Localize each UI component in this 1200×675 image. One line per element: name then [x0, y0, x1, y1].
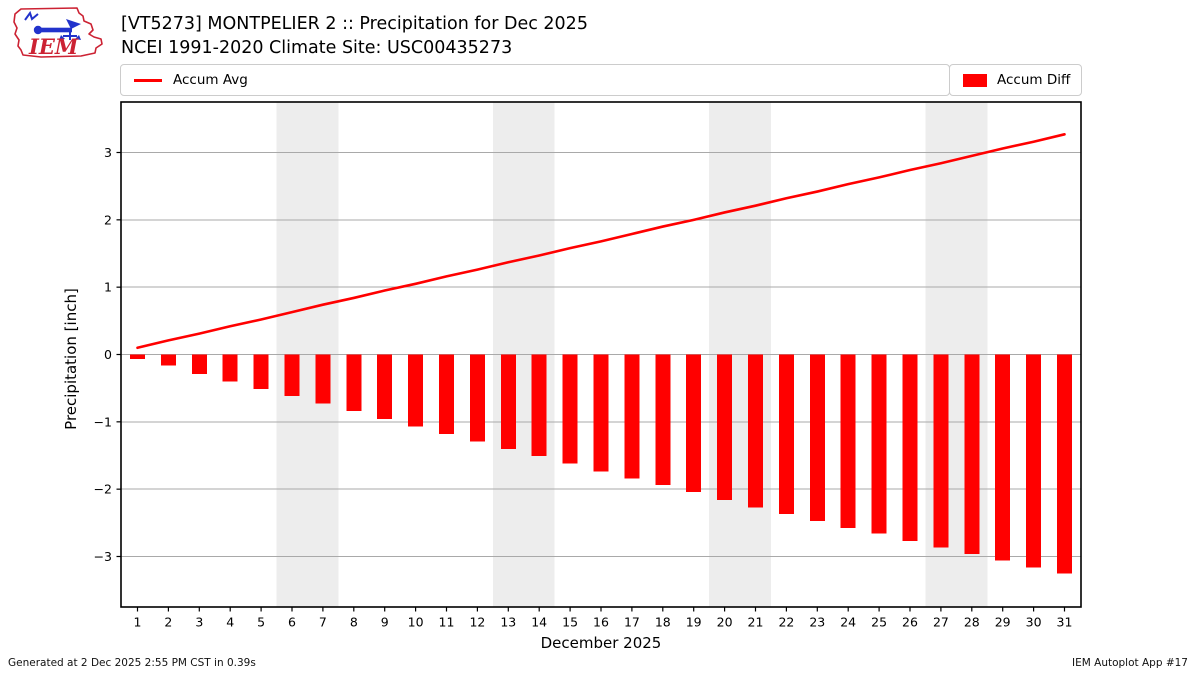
x-tick-label: 1 — [134, 615, 142, 630]
accum-diff-bar — [593, 354, 609, 472]
app-credit: IEM Autoplot App #17 — [1072, 657, 1188, 669]
accum-diff-bar — [933, 354, 949, 548]
accum-diff-bar — [562, 354, 578, 464]
x-tick-label: 17 — [624, 615, 640, 630]
x-tick-label: 22 — [778, 615, 794, 630]
y-axis-label: Precipitation [inch] — [62, 288, 80, 430]
accum-diff-bar — [469, 354, 485, 442]
x-tick-label: 15 — [562, 615, 578, 630]
accum-diff-bar — [408, 354, 424, 427]
accum-diff-bar-swatch-icon — [963, 73, 987, 87]
generated-timestamp: Generated at 2 Dec 2025 2:55 PM CST in 0… — [8, 657, 256, 669]
y-tick-label: −3 — [94, 549, 112, 564]
x-tick-label: 10 — [408, 615, 424, 630]
accum-diff-bar — [377, 354, 393, 420]
accum-diff-bar — [531, 354, 547, 457]
accum-diff-bar — [748, 354, 763, 508]
chart-title: [VT5273] MONTPELIER 2 :: Precipitation f… — [121, 12, 588, 60]
y-tick-label: −2 — [94, 482, 112, 497]
x-tick-label: 18 — [655, 615, 671, 630]
accum-diff-bar — [500, 354, 516, 449]
x-tick-label: 24 — [840, 615, 856, 630]
accum-diff-bars-group — [130, 354, 1072, 574]
y-axis-ticks-group: −3 −2 −1 0 1 2 3 — [94, 145, 121, 564]
accum-diff-bar — [191, 354, 207, 375]
x-tick-label: 29 — [995, 615, 1011, 630]
accum-diff-bar — [1057, 354, 1072, 574]
x-tick-label: 13 — [500, 615, 516, 630]
accum-diff-bar — [253, 354, 269, 389]
y-tick-label: 3 — [104, 145, 112, 160]
accum-diff-bar — [778, 354, 794, 515]
accum-diff-bar — [840, 354, 856, 529]
accum-diff-bar — [655, 354, 671, 486]
iem-logo: IEM — [13, 7, 103, 59]
x-tick-label: 8 — [350, 615, 358, 630]
accum-diff-bar — [130, 354, 145, 360]
legend-accum-avg: Accum Avg — [120, 64, 950, 96]
x-tick-label: 7 — [319, 615, 327, 630]
accum-avg-label: Accum Avg — [173, 72, 248, 88]
x-tick-label: 19 — [686, 615, 702, 630]
precipitation-chart: 1 2 3 4 5 6 7 8 9 10 11 12 13 14 15 16 17 18 19 20 21 22 23 24 2… — [62, 101, 1082, 652]
accum-diff-bar — [686, 354, 702, 492]
x-axis-ticks-group: 1 2 3 4 5 6 7 8 9 10 11 12 13 14 15 16 17 18 19 20 21 22 23 24 2… — [134, 607, 1073, 630]
accum-avg-line — [136, 133, 1066, 350]
x-tick-label: 4 — [226, 615, 234, 630]
x-tick-label: 5 — [257, 615, 265, 630]
accum-avg-line-swatch-icon — [134, 78, 162, 82]
accum-diff-bar — [964, 354, 980, 554]
accum-diff-bar — [315, 354, 331, 404]
x-tick-label: 9 — [381, 615, 389, 630]
accum-diff-bar — [995, 354, 1011, 561]
x-tick-label: 6 — [288, 615, 296, 630]
x-tick-label: 23 — [809, 615, 825, 630]
x-tick-label: 20 — [717, 615, 733, 630]
accum-diff-bar — [624, 354, 640, 479]
anemometer-icon — [24, 10, 81, 40]
accum-diff-label: Accum Diff — [997, 72, 1071, 88]
accum-diff-bar — [1026, 354, 1042, 568]
x-tick-label: 25 — [871, 615, 887, 630]
x-tick-label: 3 — [195, 615, 203, 630]
accum-diff-bar — [222, 354, 238, 382]
x-tick-label: 27 — [933, 615, 949, 630]
x-tick-label: 31 — [1057, 615, 1073, 630]
y-tick-label: −1 — [94, 414, 112, 429]
iem-logo-text: IEM — [28, 34, 79, 59]
title-line-2: NCEI 1991-2020 Climate Site: USC00435273 — [121, 38, 513, 58]
x-tick-label: 2 — [164, 615, 172, 630]
x-tick-label: 12 — [469, 615, 485, 630]
x-tick-label: 28 — [964, 615, 980, 630]
iowa-outline-icon — [13, 7, 103, 58]
x-tick-label: 21 — [748, 615, 764, 630]
x-tick-label: 26 — [902, 615, 918, 630]
accum-diff-bar — [902, 354, 918, 542]
accum-diff-bar — [284, 354, 300, 397]
accum-diff-bar — [439, 354, 454, 434]
accum-diff-bar — [809, 354, 825, 521]
legend-accum-diff: Accum Diff — [949, 64, 1082, 96]
x-tick-label: 16 — [593, 615, 609, 630]
accum-diff-bar — [871, 354, 887, 534]
y-tick-label: 0 — [104, 347, 112, 362]
x-tick-label: 11 — [439, 615, 455, 630]
y-tick-label: 1 — [104, 280, 112, 295]
x-axis-label: December 2025 — [541, 634, 662, 652]
accum-diff-bar — [160, 354, 176, 366]
x-tick-label: 14 — [531, 615, 547, 630]
title-line-1: [VT5273] MONTPELIER 2 :: Precipitation f… — [121, 14, 588, 34]
legend-row: Accum Avg Accum Diff — [120, 64, 1082, 96]
y-tick-label: 2 — [104, 212, 112, 227]
accum-diff-bar — [717, 354, 733, 500]
accum-diff-bar — [346, 354, 362, 412]
x-tick-label: 30 — [1026, 615, 1042, 630]
